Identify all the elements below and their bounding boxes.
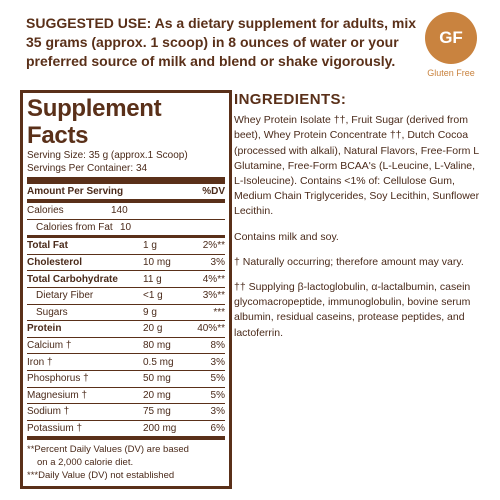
nutrient-dv: 4%** <box>202 273 225 285</box>
supplement-facts-panel: Supplement Facts Serving Size: 35 g (app… <box>20 90 232 490</box>
nutrient-name: Magnesium † <box>27 389 88 401</box>
header-dv: %DV <box>202 186 225 197</box>
nutrient-name: Sugars <box>36 306 68 318</box>
whey-fractions-note: †† Supplying β-lactoglobulin, α-lactalbu… <box>234 281 471 339</box>
nutrient-dv: 3%** <box>202 290 225 302</box>
nutrient-amount: <1 g <box>143 290 163 302</box>
nutrient-amount: 200 mg <box>143 423 177 435</box>
suggested-use: SUGGESTED USE: As a dietary supplement f… <box>26 14 418 71</box>
nutrient-name: Total Fat <box>27 240 68 252</box>
suggested-use-text: As a dietary supplement for adults, mix … <box>26 15 417 69</box>
nutrient-name: Dietary Fiber <box>36 290 94 302</box>
footnote-dv: **Percent Daily Values (DV) are based <box>27 444 189 456</box>
nutrient-amount: 50 mg <box>143 373 171 385</box>
nutrient-dv: 5% <box>210 389 225 401</box>
facts-header-row: Amount Per Serving %DV <box>27 184 225 199</box>
calories-fat-label: Calories from Fat <box>36 221 113 233</box>
nutrient-amount: 80 mg <box>143 340 171 352</box>
nutrient-name: Protein <box>27 323 62 335</box>
calories-fat-row: Calories from Fat 10 <box>27 218 225 236</box>
nutrient-amount: 9 g <box>143 306 157 318</box>
ingredients-heading: INGREDIENTS: <box>234 91 347 108</box>
nutrient-amount: 11 g <box>143 273 162 285</box>
serving-size: Serving Size: 35 g (approx.1 Scoop) <box>27 150 188 161</box>
nutrient-amount: 75 mg <box>143 406 171 418</box>
gluten-free-badge: GF Gluten Free <box>420 12 482 78</box>
gf-caption: Gluten Free <box>427 68 475 78</box>
gf-icon: GF <box>425 12 477 64</box>
nutrient-dv: 8% <box>210 340 225 352</box>
nutrient-row: Phosphorus † 50 mg 5% <box>27 369 225 387</box>
nutrient-dv: 40%** <box>197 323 225 335</box>
nutrient-name: Calcium † <box>27 340 72 352</box>
suggested-use-label: SUGGESTED USE: <box>26 15 152 31</box>
nutrient-dv: 2%** <box>202 240 225 252</box>
nutrient-row: Iron † 0.5 mg 3% <box>27 353 225 370</box>
nutrient-dv: 3% <box>210 406 225 418</box>
nutrient-amount: 0.5 mg <box>143 356 174 368</box>
calories-fat-amount: 10 <box>120 221 132 233</box>
ingredients-list: Whey Protein Isolate ††, Fruit Sugar (de… <box>234 114 480 218</box>
nutrient-name: Phosphorus † <box>27 373 89 385</box>
servings-per-container: Servings Per Container: 34 <box>27 163 148 174</box>
nutrient-name: Potassium † <box>27 423 83 435</box>
nutrient-dv: 3% <box>210 257 225 269</box>
nutrient-row: Protein 20 g 40%** <box>27 320 225 337</box>
nutrient-rows: Total Fat 1 g 2%** Cholesterol 10 mg 3% Total … <box>27 238 225 436</box>
nutrient-row: Magnesium † 20 mg 5% <box>27 386 225 404</box>
nutrient-row: Calcium † 80 mg 8% <box>27 336 225 354</box>
facts-footnotes: **Percent Daily Values (DV) are based on… <box>27 436 225 482</box>
nutrient-dv: 6% <box>210 423 225 435</box>
nutrient-amount: 20 g <box>143 323 163 335</box>
nutrient-row: Total Carbohydrate 11 g 4%** <box>27 270 225 287</box>
footnote-dv-not-established: ***Daily Value (DV) not established <box>27 470 175 482</box>
nutrient-dv: *** <box>213 306 225 318</box>
facts-title: Supplement Facts <box>27 95 162 149</box>
nutrient-name: Sodium † <box>27 406 70 418</box>
calories-amount: 140 <box>111 205 128 217</box>
nutrient-name: Total Carbohydrate <box>27 273 118 285</box>
nutrient-row: Sodium † 75 mg 3% <box>27 403 225 420</box>
ingredients-section: INGREDIENTS: Whey Protein Isolate ††, Fr… <box>234 92 484 351</box>
nutrient-amount: 10 mg <box>143 257 171 269</box>
nutrient-dv: 3% <box>210 356 225 368</box>
calories-row: Calories 140 <box>27 203 225 219</box>
nutrient-amount: 1 g <box>143 240 157 252</box>
nutrient-name: Cholesterol <box>27 257 83 269</box>
nutrient-name: Iron † <box>27 356 53 368</box>
nutrient-row: Cholesterol 10 mg 3% <box>27 253 225 271</box>
nutrient-row: Dietary Fiber <1 g 3%** <box>27 286 225 304</box>
allergen-statement: Contains milk and soy. <box>234 230 339 243</box>
footnote-dv-cont: on a 2,000 calorie diet. <box>37 457 134 469</box>
header-amount: Amount Per Serving <box>27 186 124 197</box>
nutrient-dv: 5% <box>210 373 225 385</box>
nutrient-amount: 20 mg <box>143 389 171 401</box>
naturally-occurring-note: † Naturally occurring; therefore amount … <box>234 255 464 268</box>
nutrient-row: Potassium † 200 mg 6% <box>27 419 225 437</box>
calories-label: Calories <box>27 205 64 217</box>
nutrient-row: Total Fat 1 g 2%** <box>27 238 225 254</box>
nutrient-row: Sugars 9 g *** <box>27 303 225 321</box>
